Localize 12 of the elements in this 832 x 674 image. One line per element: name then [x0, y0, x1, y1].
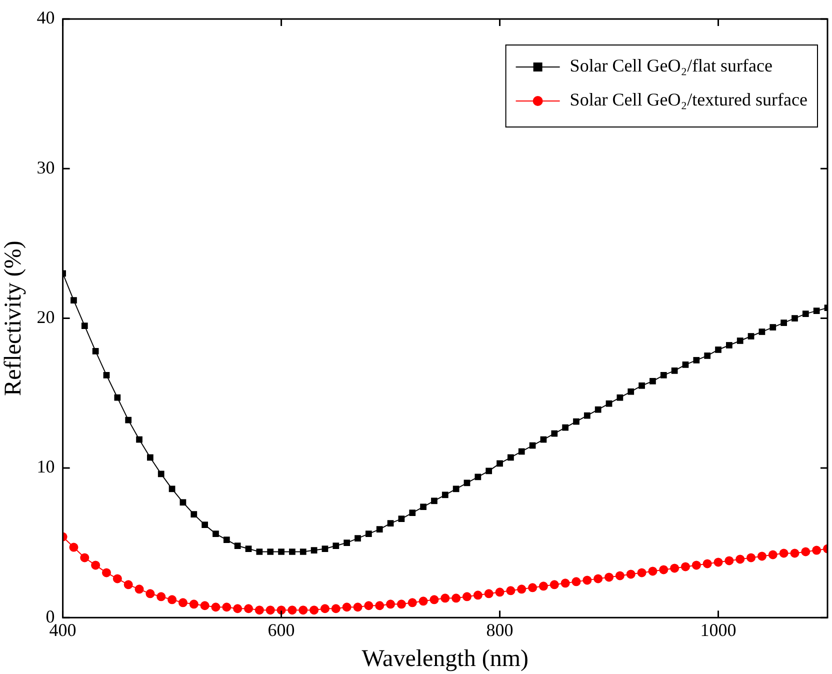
- x-tick-label: 1000: [700, 620, 736, 640]
- x-tick-label: 600: [268, 620, 295, 640]
- y-tick-label: 30: [36, 157, 55, 178]
- legend-label: Solar Cell GeO₂/flat surface: [570, 56, 773, 76]
- y-axis-title: Reflectivity (%): [0, 240, 27, 396]
- y-tick-label: 40: [36, 8, 55, 28]
- y-tick-label: 0: [46, 606, 55, 626]
- y-tick-label: 20: [36, 307, 55, 328]
- x-tick-label: 800: [486, 620, 514, 640]
- legend-label: Solar Cell GeO₂/textured surface: [570, 90, 808, 110]
- x-axis-title: Wavelength (nm): [362, 646, 528, 672]
- y-tick-label: 10: [36, 456, 55, 477]
